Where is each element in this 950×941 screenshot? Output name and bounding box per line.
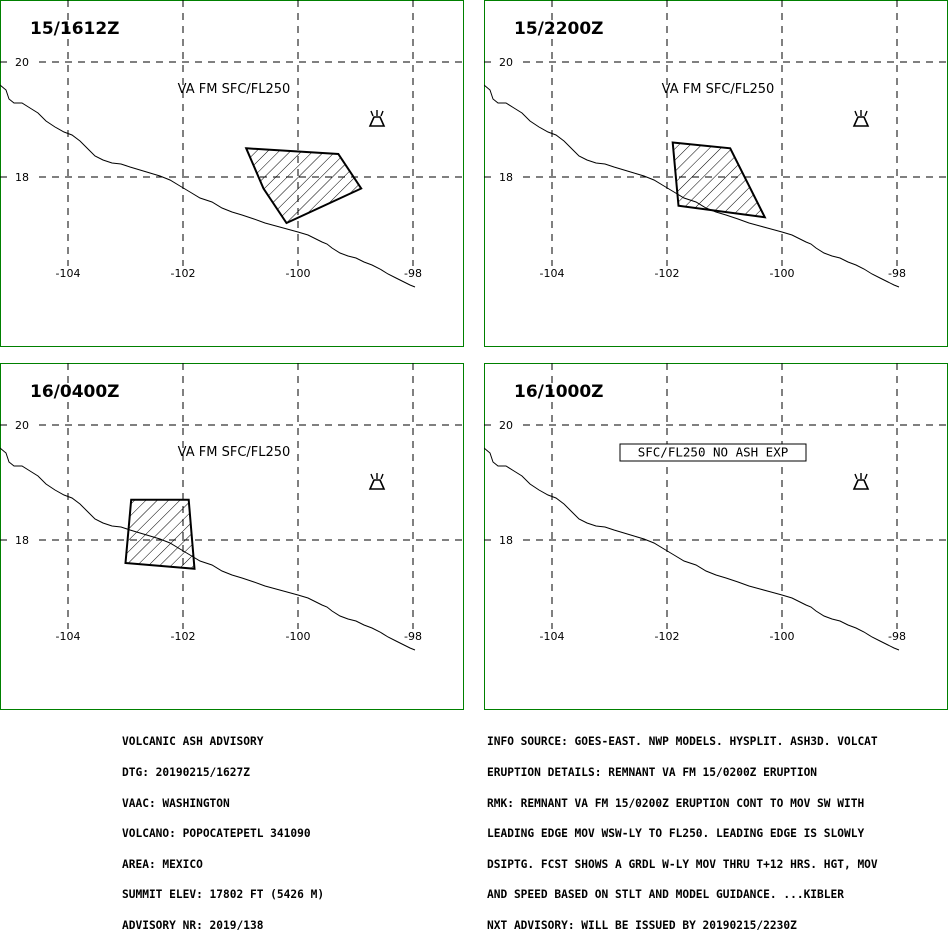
latitude-label-bg	[496, 170, 520, 184]
latitude-label: 20	[499, 56, 513, 69]
volcano-icon	[368, 110, 386, 127]
volcano-icon	[368, 473, 386, 490]
longitude-label: -102	[655, 630, 680, 643]
panel-border	[0, 363, 464, 710]
latitude-label: 20	[499, 419, 513, 432]
advisory-line: ADVISORY NR: 2019/138	[122, 918, 264, 932]
latitude-label: 18	[15, 171, 29, 184]
info-line: DSIPTG. FCST SHOWS A GRDL W-LY MOV THRU …	[487, 857, 878, 871]
latitude-label-bg	[12, 170, 36, 184]
ash-cloud-polygon	[244, 147, 363, 225]
panel-border	[484, 363, 948, 710]
panel-border	[0, 0, 464, 347]
ash-cloud-polygon	[671, 141, 767, 219]
advisory-line: VOLCANO: POPOCATEPETL 341090	[122, 827, 311, 841]
info-line: ERUPTION DETAILS: REMNANT VA FM 15/0200Z…	[487, 766, 818, 779]
longitude-label-bg	[284, 266, 312, 280]
latitude-label-bg	[496, 533, 520, 547]
ash-height-label: VA FM SFC/FL250	[178, 82, 291, 97]
longitude-label-bg	[538, 629, 566, 643]
longitude-label-bg	[284, 629, 312, 643]
info-line: AND SPEED BASED ON STLT AND MODEL GUIDAN…	[487, 888, 844, 902]
panel-time-label: 15/2200Z	[514, 19, 604, 39]
latitude-label: 18	[15, 534, 29, 547]
advisory-line: AREA: MEXICO	[122, 857, 203, 871]
ash-height-label: VA FM SFC/FL250	[662, 82, 775, 97]
latitude-label: 18	[499, 534, 513, 547]
longitude-label: -100	[286, 630, 311, 643]
coastline	[0, 447, 416, 651]
longitude-label-bg	[399, 266, 427, 280]
longitude-label: -102	[171, 630, 196, 643]
map-panel-4-svg: 20 18 -104 -102 -100 -98 16/1000Z SFC/FL250 NO …	[484, 363, 948, 710]
map-panel-3: 20 18 -104 -102 -100 -98 16/0400Z VA FM SFC/FL2…	[0, 363, 464, 710]
no-ash-label-box	[619, 443, 807, 462]
longitude-label: -102	[171, 267, 196, 280]
no-ash-label: SFC/FL250 NO ASH EXP	[638, 445, 789, 460]
map-panel-2-svg: 20 18 -104 -102 -100 -98 15/2200Z VA FM SFC/FL2…	[484, 0, 948, 347]
longitude-label-bg	[883, 266, 911, 280]
latitude-label-bg	[12, 55, 36, 69]
longitude-label: -104	[56, 630, 81, 643]
longitude-label-bg	[768, 266, 796, 280]
panel-time-label: 16/0400Z	[30, 382, 120, 402]
advisory-line: DTG: 20190215/1627Z	[122, 766, 250, 779]
advisory-header-block: VOLCANIC ASH ADVISORY DTG: 20190215/1627…	[122, 717, 324, 941]
advisory-line: VAAC: WASHINGTON	[122, 796, 230, 810]
latitude-label-bg	[496, 418, 520, 432]
longitude-label-bg	[54, 629, 82, 643]
volcano-icon	[852, 473, 870, 490]
longitude-label-bg	[653, 629, 681, 643]
latitude-label: 20	[15, 419, 29, 432]
advisory-line: VOLCANIC ASH ADVISORY	[122, 735, 264, 749]
advisory-remarks-block: INFO SOURCE: GOES-EAST. NWP MODELS. HYSP…	[487, 717, 878, 941]
latitude-label-bg	[496, 55, 520, 69]
longitude-label: -102	[655, 267, 680, 280]
longitude-label-bg	[54, 266, 82, 280]
coastline	[484, 447, 900, 651]
info-line: RMK: REMNANT VA FM 15/0200Z ERUPTION CON…	[487, 796, 865, 810]
ash-height-label: VA FM SFC/FL250	[178, 445, 291, 460]
panel-time-label: 15/1612Z	[30, 19, 120, 39]
latitude-label-bg	[12, 533, 36, 547]
map-panel-2: 20 18 -104 -102 -100 -98 15/2200Z VA FM SFC/FL2…	[484, 0, 948, 347]
longitude-label: -98	[888, 630, 906, 643]
ash-cloud-polygon	[124, 498, 196, 570]
map-panel-1: 20 18 -104 -102 -100 -98 15/1612Z VA FM SFC/FL2…	[0, 0, 464, 347]
longitude-label: -104	[540, 267, 565, 280]
longitude-label-bg	[883, 629, 911, 643]
info-line: INFO SOURCE: GOES-EAST. NWP MODELS. HYSP…	[487, 735, 878, 749]
longitude-label-bg	[169, 266, 197, 280]
longitude-label: -98	[404, 630, 422, 643]
longitude-label-bg	[653, 266, 681, 280]
panel-time-label: 16/1000Z	[514, 382, 604, 402]
info-line: LEADING EDGE MOV WSW-LY TO FL250. LEADIN…	[487, 827, 865, 841]
map-panel-3-svg: 20 18 -104 -102 -100 -98 16/0400Z VA FM SFC/FL2…	[0, 363, 464, 710]
longitude-label-bg	[399, 629, 427, 643]
info-line: NXT ADVISORY: WILL BE ISSUED BY 20190215…	[487, 918, 797, 932]
latitude-label: 18	[499, 171, 513, 184]
longitude-label-bg	[768, 629, 796, 643]
map-panel-1-svg: 20 18 -104 -102 -100 -98 15/1612Z VA FM SFC/FL2…	[0, 0, 464, 347]
longitude-label: -104	[56, 267, 81, 280]
latitude-label: 20	[15, 56, 29, 69]
longitude-label: -98	[888, 267, 906, 280]
coastline	[0, 84, 416, 288]
advisory-line: SUMMIT ELEV: 17802 FT (5426 M)	[122, 888, 325, 902]
longitude-label: -100	[770, 267, 795, 280]
longitude-label: -100	[770, 630, 795, 643]
longitude-label-bg	[169, 629, 197, 643]
longitude-label: -98	[404, 267, 422, 280]
map-panel-4: 20 18 -104 -102 -100 -98 16/1000Z SFC/FL250 NO …	[484, 363, 948, 710]
latitude-label-bg	[12, 418, 36, 432]
longitude-label-bg	[538, 266, 566, 280]
longitude-label: -100	[286, 267, 311, 280]
longitude-label: -104	[540, 630, 565, 643]
volcano-icon	[852, 110, 870, 127]
